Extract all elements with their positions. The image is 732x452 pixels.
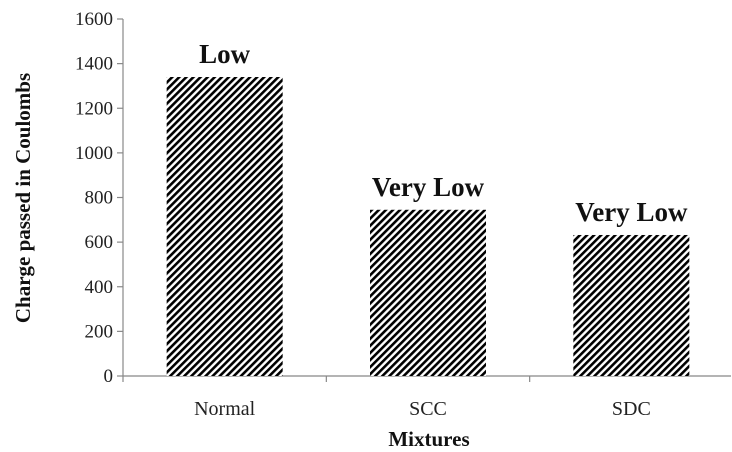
bar [573, 234, 690, 376]
bar-data-label: Low [199, 39, 251, 69]
x-category-label: SCC [409, 398, 447, 420]
y-tick-label: 600 [85, 232, 114, 253]
y-tick-label: 1400 [75, 54, 113, 75]
y-tick-label: 0 [104, 366, 114, 387]
x-category-label: Normal [194, 398, 256, 420]
y-tick-label: 1600 [75, 9, 113, 30]
bar [370, 209, 486, 376]
bar-data-label: Very Low [575, 197, 688, 227]
x-category-label: SDC [612, 398, 651, 420]
y-tick-label: 800 [85, 188, 114, 209]
x-axis-title: Mixtures [388, 427, 469, 451]
y-tick-label: 200 [85, 321, 114, 342]
y-tick-label: 400 [85, 277, 114, 298]
y-tick-label: 1000 [75, 143, 113, 164]
y-axis-title: Charge passed in Coulombs [11, 73, 35, 323]
y-tick-label: 1200 [75, 98, 113, 119]
bar-data-label: Very Low [372, 172, 485, 202]
bar [166, 77, 283, 376]
